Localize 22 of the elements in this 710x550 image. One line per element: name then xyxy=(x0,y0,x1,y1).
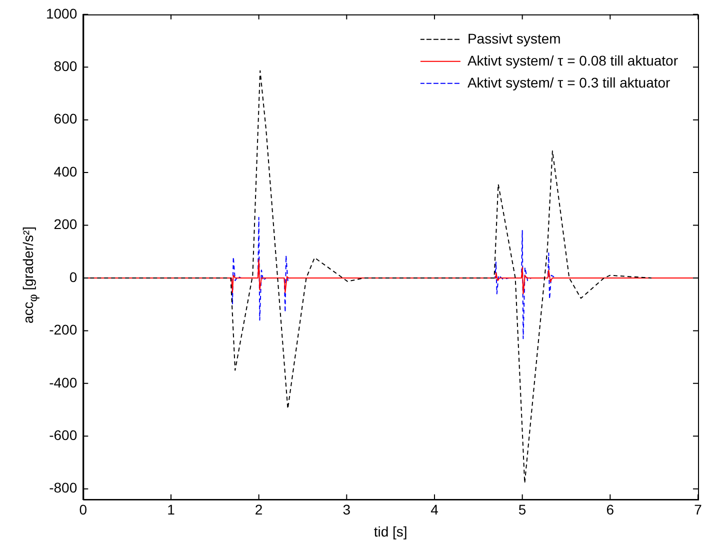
x-tick-label: 3 xyxy=(342,502,351,518)
x-tick-label: 1 xyxy=(167,502,176,518)
y-tick-label: 400 xyxy=(54,163,78,180)
x-axis-title: tid [s] xyxy=(374,523,408,540)
x-tick-label: 5 xyxy=(518,502,526,518)
y-tick-label: 800 xyxy=(54,58,78,74)
y-tick-label: -200 xyxy=(49,322,78,338)
y-tick-label: -800 xyxy=(49,480,78,496)
x-tick-label: 6 xyxy=(606,502,614,518)
legend-label: Aktivt system/ τ = 0.08 till aktuator xyxy=(467,52,678,68)
x-tick-label: 7 xyxy=(694,502,702,518)
y-tick-label: 200 xyxy=(54,216,78,232)
y-tick-label: -400 xyxy=(49,374,78,390)
y-tick-label: 600 xyxy=(54,110,78,127)
legend-label: Passivt system xyxy=(467,30,561,46)
y-tick-label: 1000 xyxy=(46,5,78,22)
x-tick-label: 2 xyxy=(254,502,263,518)
y-tick-label: -600 xyxy=(49,427,78,443)
x-tick-label: 0 xyxy=(79,502,88,518)
x-tick-label: 4 xyxy=(430,502,439,518)
y-tick-label: 0 xyxy=(69,268,78,285)
legend-label: Aktivt system/ τ = 0.3 till aktuator xyxy=(467,74,671,90)
